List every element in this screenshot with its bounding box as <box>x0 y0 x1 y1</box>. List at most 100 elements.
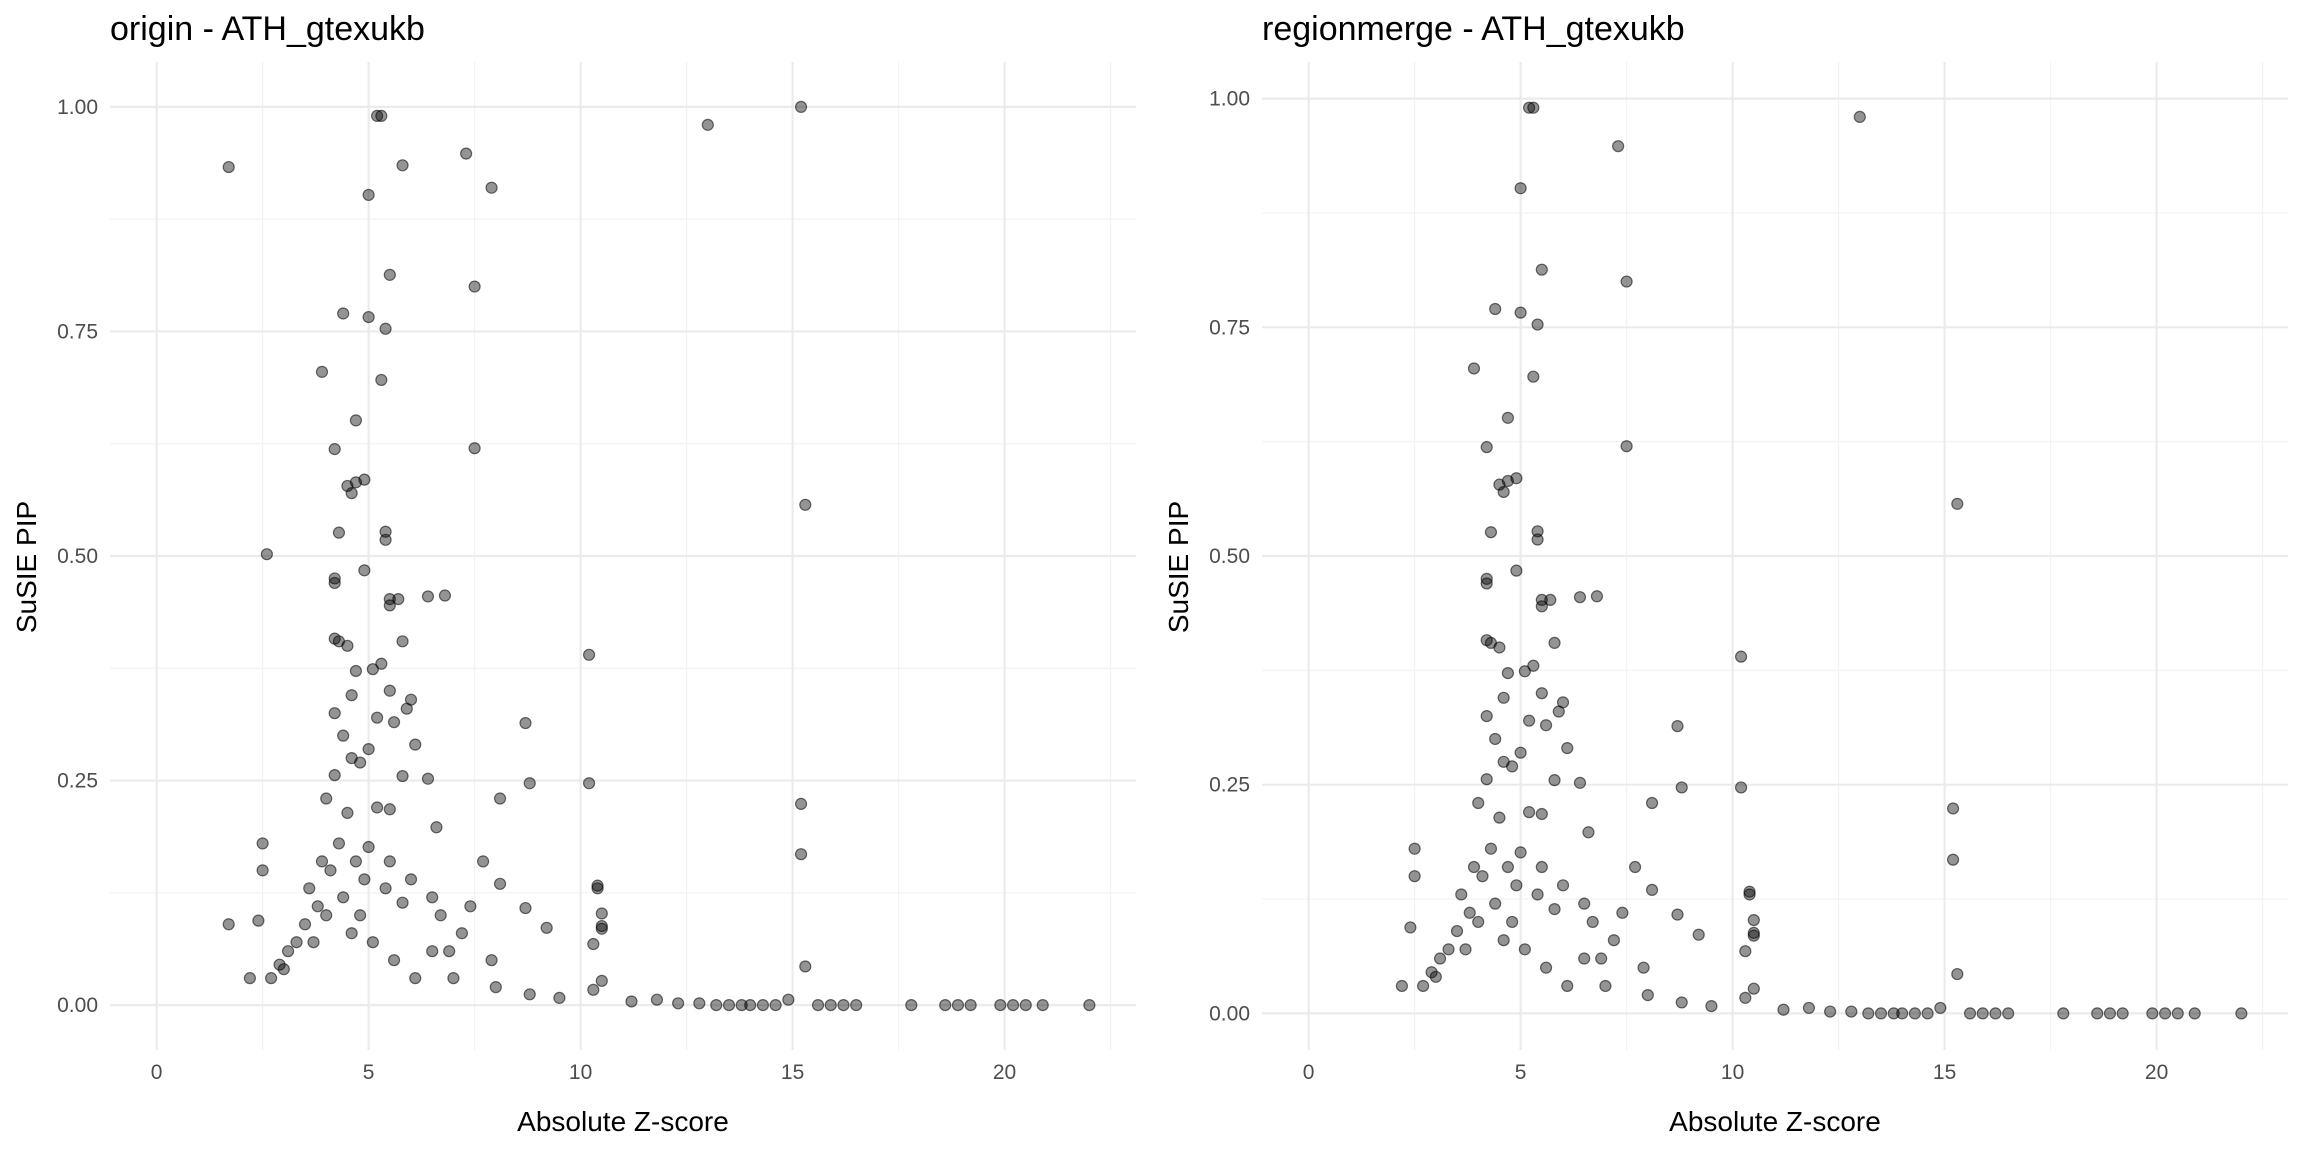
data-point <box>243 972 257 985</box>
data-point <box>1514 746 1527 759</box>
data-point <box>256 864 269 877</box>
data-point <box>396 769 409 783</box>
data-point <box>349 664 363 678</box>
x-tick-label: 20 <box>993 1061 1016 1084</box>
x-tick-label: 0 <box>151 1061 163 1084</box>
data-point <box>362 310 375 324</box>
data-point <box>328 572 341 585</box>
data-point <box>1548 774 1561 787</box>
data-point <box>1522 714 1536 727</box>
data-point <box>1472 915 1485 929</box>
data-point <box>443 945 456 958</box>
data-point <box>794 100 808 114</box>
data-point <box>2091 1007 2104 1020</box>
data-point <box>1417 979 1430 993</box>
data-point <box>383 268 396 281</box>
data-point <box>1506 760 1519 773</box>
data-point <box>1535 263 1548 276</box>
data-point <box>1484 842 1498 855</box>
data-point <box>332 837 346 850</box>
data-point <box>1408 870 1421 883</box>
x-tick-labels: 0 5 10 15 20 <box>151 1061 1016 1084</box>
y-tick-label: 0.75 <box>1209 316 1250 339</box>
data-point <box>366 663 379 676</box>
data-point <box>1480 773 1493 786</box>
data-point <box>1989 1007 2002 1020</box>
y-axis-title: SuSIE PIP <box>1163 501 1194 633</box>
data-point <box>281 945 295 958</box>
data-point <box>290 936 303 949</box>
data-point <box>1747 913 1760 927</box>
data-point <box>1637 961 1650 974</box>
data-point <box>824 998 837 1012</box>
data-point <box>328 443 341 456</box>
x-tick-label: 10 <box>569 1061 592 1084</box>
data-point <box>2116 1007 2129 1020</box>
data-point <box>383 803 396 816</box>
data-point <box>426 891 439 904</box>
x-axis-title: Absolute Z-score <box>517 1106 729 1137</box>
data-point <box>260 548 273 561</box>
data-point <box>1083 998 1096 1012</box>
data-point <box>328 769 341 782</box>
data-point <box>1467 860 1481 874</box>
data-point <box>964 998 977 1012</box>
x-tick-label: 10 <box>1721 1061 1744 1084</box>
data-point <box>1522 806 1536 819</box>
data-point <box>756 998 770 1012</box>
data-point <box>1510 879 1523 892</box>
data-point <box>1645 796 1659 810</box>
data-point <box>1739 991 1752 1004</box>
panel-title: regionmerge - ATH_gtexukb <box>1262 10 1685 48</box>
data-point <box>430 821 443 834</box>
data-point <box>1514 306 1527 319</box>
data-point <box>905 998 918 1012</box>
data-point <box>1036 998 1049 1012</box>
data-point <box>1946 802 1960 815</box>
data-point <box>1493 811 1506 824</box>
data-point <box>328 576 341 590</box>
data-point <box>1493 641 1506 654</box>
grid <box>1262 62 2288 1050</box>
data-point <box>222 918 235 931</box>
data-point <box>332 526 346 539</box>
data-point <box>1586 915 1599 929</box>
data-point <box>1480 709 1493 723</box>
data-point <box>468 280 481 293</box>
data-point <box>341 806 354 819</box>
data-point <box>519 901 532 915</box>
data-point <box>252 914 265 927</box>
data-point <box>595 922 608 935</box>
data-point <box>1573 591 1587 604</box>
data-point <box>1539 961 1553 974</box>
data-point <box>1747 926 1760 940</box>
data-point <box>337 307 350 320</box>
panel-title: origin - ATH_gtexukb <box>110 10 425 48</box>
data-point <box>1429 970 1442 983</box>
data-point <box>366 936 379 949</box>
data-point <box>468 442 481 455</box>
data-point <box>1535 593 1548 607</box>
data-point <box>735 998 748 1012</box>
data-point <box>434 909 447 922</box>
data-point <box>358 873 371 886</box>
data-point <box>409 972 422 985</box>
data-point <box>392 593 405 606</box>
data-point <box>1518 665 1531 678</box>
data-point <box>1531 533 1544 546</box>
data-point <box>383 855 396 868</box>
y-tick-label: 0.25 <box>1209 774 1250 797</box>
data-point <box>1535 600 1548 613</box>
data-point <box>1527 659 1540 672</box>
data-point <box>1743 885 1756 898</box>
data-point <box>1514 182 1527 195</box>
data-point <box>1590 590 1604 603</box>
data-point <box>387 716 401 729</box>
data-point <box>1501 860 1515 874</box>
data-point <box>1747 929 1760 942</box>
data-point <box>1951 967 1964 981</box>
data-point <box>447 972 460 985</box>
x-tick-label: 5 <box>363 1061 375 1084</box>
data-point <box>379 882 392 895</box>
